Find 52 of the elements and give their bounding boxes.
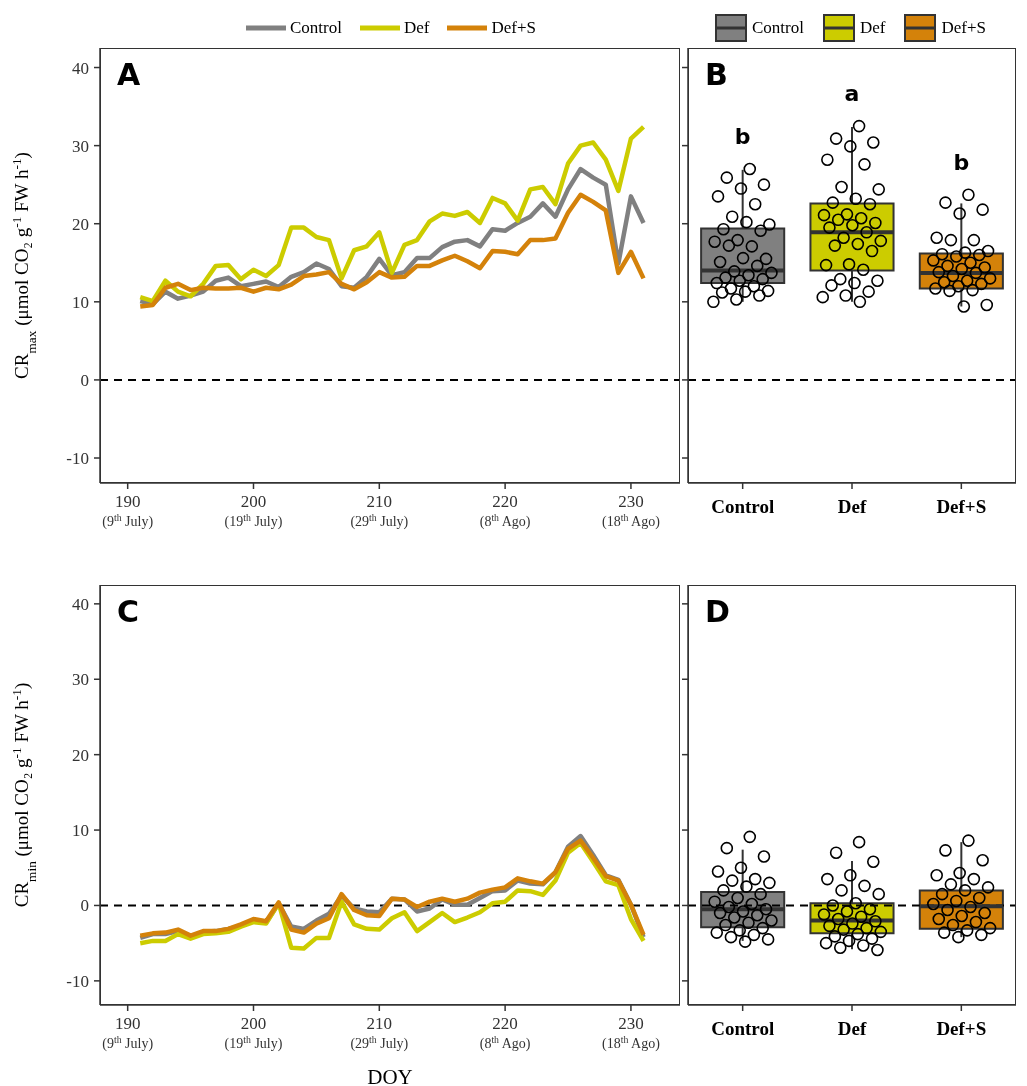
y-tick-label: -10	[66, 971, 89, 991]
text: (9$^{th}$ July)	[102, 1033, 154, 1052]
text: (19$^{th}$ July)	[224, 511, 283, 530]
text: (18$^{th}$ Ago)	[602, 1033, 661, 1052]
annotation: D	[705, 594, 730, 629]
text: (29$^{th}$ July)	[350, 511, 409, 530]
text: (19$^{th}$ July)	[224, 1033, 283, 1052]
x-tick-label: 210	[366, 492, 393, 511]
text: (18$^{th}$ Ago)	[602, 511, 661, 530]
annotation: b	[734, 124, 751, 150]
annotation: B	[705, 57, 728, 92]
legend-label: Def+S	[491, 18, 536, 38]
x-tick-label: Def+S	[936, 496, 987, 517]
text: (8$^{th}$ Ago)	[479, 511, 531, 530]
x-tick-label: 190	[114, 1014, 141, 1033]
x-tick-label: 230	[618, 492, 644, 511]
x-tick-label: 200	[240, 492, 267, 511]
x-axis-title: DOY	[366, 1065, 414, 1086]
y-tick-label: 0	[80, 370, 89, 390]
text: (29$^{th}$ July)	[350, 1033, 409, 1052]
y-tick-label: 30	[72, 136, 89, 156]
x-tick-label: 230	[618, 1014, 644, 1033]
x-tick-label: 220	[492, 492, 518, 511]
y-tick-label: 20	[72, 745, 89, 765]
text: (9$^{th}$ July)	[102, 511, 154, 530]
x-tick-label: Def	[837, 1018, 867, 1039]
text: (8$^{th}$ Ago)	[479, 1033, 531, 1052]
category-label: Def+S	[941, 18, 986, 37]
annotation: C	[117, 594, 140, 629]
y-tick-label: 10	[72, 821, 89, 841]
category-label: Control	[752, 18, 804, 37]
x-tick-label: 190	[114, 492, 141, 511]
annotation: a	[844, 81, 860, 107]
legend-label: Control	[290, 18, 342, 38]
x-tick-label: 210	[366, 1014, 393, 1033]
y-tick-label: -10	[66, 449, 89, 469]
x-tick-label: Def	[837, 496, 867, 517]
category-label: Def	[859, 18, 886, 37]
x-tick-label: 220	[492, 1014, 518, 1033]
y-tick-label: 0	[80, 896, 89, 916]
y-tick-label: 40	[72, 58, 89, 78]
x-tick-label: Control	[711, 496, 775, 517]
annotation: A	[117, 57, 141, 92]
x-tick-label: 200	[240, 1014, 267, 1033]
y-tick-label: 10	[72, 292, 89, 312]
y-tick-label: 20	[72, 214, 89, 234]
y-tick-label: 40	[72, 594, 89, 614]
x-tick-label: Def+S	[936, 1018, 987, 1039]
y-tick-label: 30	[72, 670, 89, 690]
x-tick-label: Control	[711, 1018, 775, 1039]
annotation: b	[953, 150, 970, 176]
legend-label: Def	[403, 18, 430, 38]
